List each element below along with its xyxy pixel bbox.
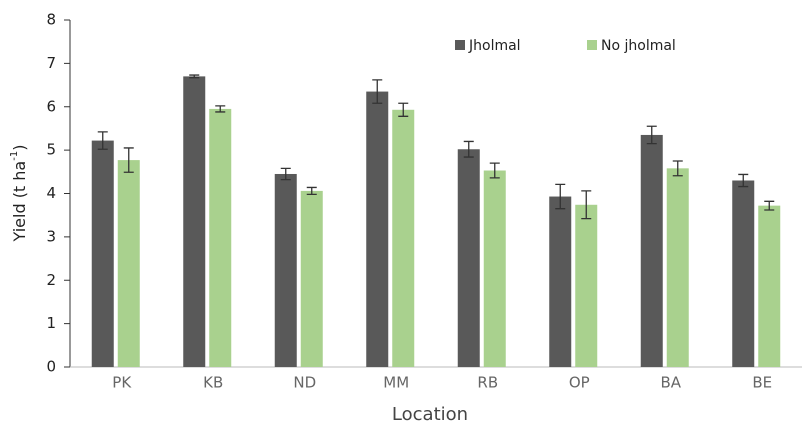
legend-label: No jholmal — [601, 38, 676, 54]
bar — [758, 205, 781, 367]
x-tick-label: PK — [112, 374, 132, 392]
y-tick-label: 4 — [46, 184, 56, 202]
bar — [366, 91, 389, 367]
legend-swatch — [455, 40, 465, 50]
legend-swatch — [587, 40, 597, 50]
y-tick-label: 2 — [46, 271, 56, 289]
bar — [392, 109, 415, 367]
x-tick-label: BE — [752, 374, 772, 392]
error-bar — [555, 183, 566, 210]
error-bar — [489, 162, 500, 179]
error-bar — [738, 173, 749, 188]
error-bar — [581, 190, 592, 220]
bar — [483, 170, 506, 367]
x-tick-label: BA — [660, 374, 681, 392]
x-axis-title: Location — [392, 404, 468, 425]
bar — [209, 108, 232, 367]
x-tick-label: RB — [477, 374, 498, 392]
y-axis-title: Yield (t ha-1) — [9, 145, 29, 243]
x-tick-label: ND — [293, 374, 316, 392]
bar — [457, 149, 480, 367]
x-tick-label: OP — [569, 374, 590, 392]
error-bar — [398, 102, 409, 117]
bar — [732, 180, 755, 367]
error-bar — [123, 147, 134, 173]
error-bar — [215, 105, 226, 113]
y-title-sup: -1 — [9, 151, 20, 161]
y-tick-label: 0 — [46, 358, 56, 376]
bar — [300, 190, 323, 367]
y-tick-label: 5 — [46, 141, 56, 159]
x-tick-label: MM — [383, 374, 409, 392]
y-title-main: Yield (t ha — [10, 161, 29, 243]
bar — [91, 140, 114, 367]
bar — [274, 173, 297, 367]
bar — [549, 196, 572, 367]
error-bar — [646, 125, 657, 145]
error-bar — [280, 167, 291, 181]
error-bar — [189, 74, 200, 79]
y-title-end: ) — [10, 145, 29, 151]
error-bar — [672, 160, 683, 177]
bar — [117, 160, 140, 367]
x-tick-label: KB — [203, 374, 223, 392]
error-bar — [463, 140, 474, 158]
y-tick-label: 1 — [46, 314, 56, 332]
bar — [575, 204, 598, 367]
error-bar — [306, 186, 317, 196]
bar — [666, 168, 689, 367]
legend-label: Jholmal — [468, 38, 521, 54]
error-bar — [764, 200, 775, 211]
bar — [640, 134, 663, 367]
y-tick-label: 6 — [46, 97, 56, 115]
y-tick-label: 8 — [46, 11, 56, 29]
y-tick-label: 7 — [46, 54, 56, 72]
y-tick-label: 3 — [46, 227, 56, 245]
error-bar — [372, 79, 383, 104]
bar — [183, 76, 206, 367]
error-bar — [97, 131, 108, 150]
